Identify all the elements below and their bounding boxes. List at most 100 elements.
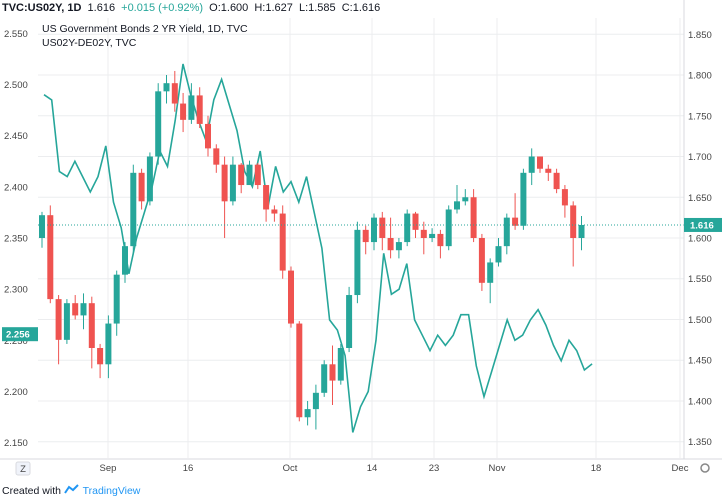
candle xyxy=(503,213,510,255)
candle xyxy=(520,168,527,230)
footer: Created with TradingView xyxy=(2,483,140,499)
candle xyxy=(362,225,369,255)
candle xyxy=(80,293,87,330)
candle xyxy=(354,221,361,304)
tradingview-brand[interactable]: TradingView xyxy=(82,485,141,497)
candle-body xyxy=(39,215,45,238)
candle xyxy=(221,156,228,238)
candle-body xyxy=(47,215,54,300)
candle-body xyxy=(80,303,87,316)
candle xyxy=(146,152,153,206)
candle-body xyxy=(97,348,104,365)
candle xyxy=(420,221,427,255)
time-axis[interactable]: Sep 16 Oct 14 23 Nov 18 Dec Z xyxy=(0,458,722,476)
candle-body xyxy=(271,209,278,214)
candle xyxy=(97,343,104,379)
left-price-axis[interactable]: 2.550 2.500 2.450 2.400 2.350 2.300 2.250 2.200… xyxy=(2,29,38,449)
candle-body xyxy=(454,201,460,210)
candle-body xyxy=(63,303,70,340)
time-tick-label: Dec xyxy=(672,463,689,474)
candle-body xyxy=(113,274,120,324)
candle-body xyxy=(545,168,552,173)
candle xyxy=(371,213,377,251)
candle xyxy=(155,83,162,165)
candle-body xyxy=(221,164,228,202)
candle xyxy=(304,400,311,426)
candle-body xyxy=(387,238,394,251)
right-price-badge-label: 1.616 xyxy=(690,220,714,231)
candle-body xyxy=(537,156,543,169)
candle-body xyxy=(55,299,62,340)
candle xyxy=(512,193,519,230)
grid xyxy=(38,18,684,458)
time-tick-label: Oct xyxy=(283,463,298,474)
candle xyxy=(395,238,402,259)
gear-icon[interactable] xyxy=(700,463,710,473)
candle xyxy=(429,228,436,243)
candle-body xyxy=(346,295,353,348)
candle xyxy=(379,211,386,251)
candle xyxy=(279,205,286,279)
candle xyxy=(478,233,485,291)
candle xyxy=(72,295,79,320)
candle-body xyxy=(512,217,519,226)
right-tick-label: 1.350 xyxy=(688,437,712,448)
candle xyxy=(55,295,62,365)
open-value: O:1.600 xyxy=(209,2,249,14)
right-tick-label: 1.700 xyxy=(688,152,712,163)
candle-body xyxy=(196,95,203,124)
legend-compare: US02Y-DE02Y, TVC xyxy=(42,37,137,49)
candle xyxy=(445,205,452,251)
candle-body xyxy=(420,229,427,238)
scale-button-label: Z xyxy=(20,464,26,475)
low-value: L:1.585 xyxy=(298,2,336,14)
candle-body xyxy=(238,164,245,186)
candle-body xyxy=(205,123,211,149)
candle-body xyxy=(296,323,303,418)
candle-body xyxy=(130,172,137,247)
chart-legend: US Government Bonds 2 YR Yield, 1D, TVC … xyxy=(42,22,248,50)
time-tick-label: 23 xyxy=(429,463,440,474)
candlestick-series xyxy=(39,70,585,430)
candle-body xyxy=(570,205,577,238)
left-price-badge-label: 2.256 xyxy=(6,330,30,341)
candle-body xyxy=(561,189,568,206)
candle xyxy=(171,70,178,112)
candle xyxy=(412,211,419,238)
candle xyxy=(437,229,444,259)
candle-body xyxy=(354,229,361,296)
candle xyxy=(321,360,328,397)
candle xyxy=(180,92,187,133)
tradingview-logo-icon xyxy=(64,483,80,499)
candle xyxy=(312,384,319,430)
candle-body xyxy=(288,270,294,324)
candle-body xyxy=(470,197,477,238)
symbol-label[interactable]: TVC:US02Y, 1D xyxy=(2,2,82,14)
candle-body xyxy=(122,246,128,275)
right-tick-label: 1.650 xyxy=(688,193,712,204)
candle xyxy=(163,75,170,104)
candle xyxy=(205,115,211,157)
candle xyxy=(47,205,54,304)
candle xyxy=(487,258,494,304)
right-price-axis[interactable]: 1.850 1.800 1.750 1.700 1.650 1.600 1.550 1.500… xyxy=(683,0,722,459)
left-price-badge xyxy=(2,327,38,342)
candle-body xyxy=(412,213,419,230)
candle-body xyxy=(371,217,377,243)
candle-body xyxy=(105,323,112,365)
candle-body xyxy=(520,172,527,226)
right-tick-label: 1.500 xyxy=(688,315,712,326)
left-tick-label: 2.250 xyxy=(4,336,28,347)
candle-body xyxy=(429,233,436,238)
candle-body xyxy=(171,83,178,104)
candle-body xyxy=(445,209,452,247)
candle-body xyxy=(254,164,261,186)
candle-body xyxy=(329,364,336,381)
candle xyxy=(578,216,585,251)
candle-body xyxy=(213,148,220,165)
candle-body xyxy=(279,213,286,271)
candle-body xyxy=(487,262,494,283)
left-tick-label: 2.500 xyxy=(4,80,28,91)
candle xyxy=(105,315,112,379)
